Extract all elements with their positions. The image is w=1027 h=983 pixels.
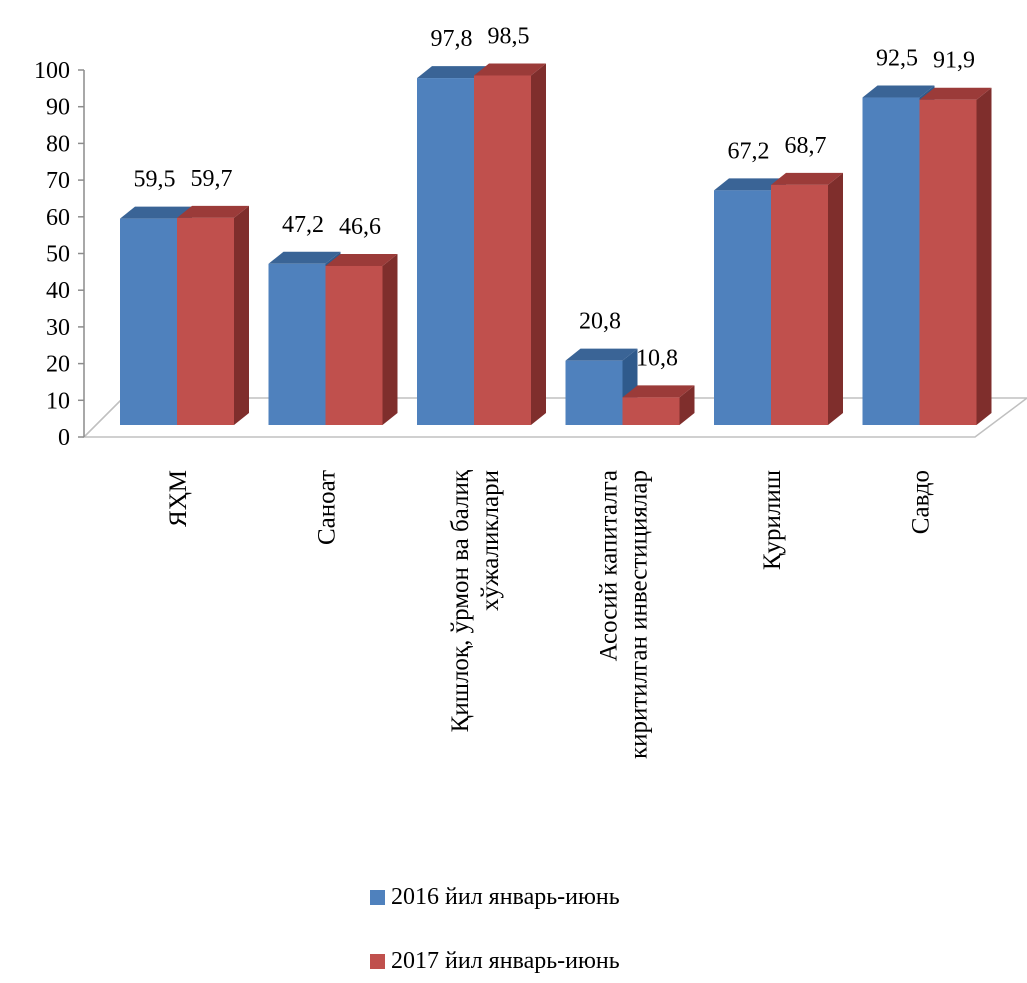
category-label: Савдо xyxy=(908,470,935,534)
bar-top xyxy=(177,205,249,218)
legend-label-2017: 2017 йил январь-июнь xyxy=(391,948,620,974)
bar-top xyxy=(474,63,546,76)
data-label: 59,5 xyxy=(134,167,176,193)
bar-side xyxy=(531,63,546,425)
legend-label-2016: 2016 йил январь-июнь xyxy=(391,884,620,910)
bar-top xyxy=(268,251,341,264)
bar xyxy=(919,87,992,426)
legend-item-2017: 2017 йил январь-июнь xyxy=(370,948,620,975)
category-label: Асосий капиталга xyxy=(596,470,623,661)
category-label: хўжаликлари xyxy=(477,470,504,611)
bar xyxy=(771,172,843,425)
bar-top xyxy=(862,85,935,98)
bar-front xyxy=(714,190,771,425)
bar-top xyxy=(565,348,638,361)
bars xyxy=(120,63,992,426)
y-tick-label: 50 xyxy=(46,242,70,268)
category-label: киритилган инвестициялар xyxy=(626,470,653,759)
bar-top xyxy=(714,178,786,191)
data-label: 92,5 xyxy=(876,46,918,72)
category-label: Саноат xyxy=(314,470,341,545)
bar-front xyxy=(771,184,828,425)
legend-swatch-2017 xyxy=(370,954,385,969)
bar-front xyxy=(268,263,326,425)
bar xyxy=(474,63,546,425)
bar-top xyxy=(919,87,992,100)
bar-top xyxy=(622,385,695,398)
y-tick-label: 10 xyxy=(46,388,70,414)
bar-top xyxy=(417,66,489,79)
data-label: 91,9 xyxy=(933,48,975,74)
bar-front xyxy=(622,397,680,425)
data-label: 20,8 xyxy=(579,309,621,335)
category-label: ЯҲМ xyxy=(165,470,192,527)
data-label: 97,8 xyxy=(431,26,473,52)
y-tick-label: 100 xyxy=(34,58,70,84)
data-label: 46,6 xyxy=(339,214,381,240)
bar-top xyxy=(120,206,192,219)
bar xyxy=(325,253,398,425)
bar-side xyxy=(828,172,843,425)
bar-front xyxy=(919,99,977,426)
bar-side xyxy=(976,87,992,426)
y-tick-label: 80 xyxy=(46,131,70,157)
bar-side xyxy=(382,253,398,425)
data-label: 98,5 xyxy=(488,24,530,50)
y-tick-label: 30 xyxy=(46,315,70,341)
bar-side xyxy=(234,205,249,425)
y-tick-label: 20 xyxy=(46,352,70,378)
bar-front xyxy=(417,78,474,425)
bar-front xyxy=(474,75,531,425)
y-tick-label: 70 xyxy=(46,168,70,194)
legend-swatch-2016 xyxy=(370,890,385,905)
bar-top xyxy=(771,172,843,185)
y-tick-label: 0 xyxy=(58,425,70,451)
category-label: Қишлоқ, ўрмон ва балиқ xyxy=(447,469,474,732)
bar-front xyxy=(862,97,920,426)
data-label: 10,8 xyxy=(636,345,678,371)
bar-front xyxy=(120,218,177,425)
bar-front xyxy=(177,217,234,425)
data-labels: 59,5 59,7 47,2 46,6 97,8 98,5 20,8 10,8 67,2 68,7… xyxy=(134,24,976,372)
category-labels: ЯҲМ Саноат Қишлоқ, ўрмон ва балиқ хўжаликла… xyxy=(165,469,935,759)
bar-side xyxy=(679,385,695,425)
bar-top xyxy=(325,253,398,266)
category-label: Қурилиш xyxy=(759,470,786,570)
bar xyxy=(177,205,249,425)
data-label: 47,2 xyxy=(282,212,324,238)
bar xyxy=(622,385,695,425)
bar-front xyxy=(565,360,623,425)
y-tick-label: 90 xyxy=(46,95,70,121)
data-label: 59,7 xyxy=(191,166,233,192)
bar-front xyxy=(325,265,383,425)
floor-edge xyxy=(83,397,124,438)
legend-item-2016: 2016 йил январь-июнь xyxy=(370,884,620,911)
y-tick-label: 60 xyxy=(46,205,70,231)
y-axis: 0 10 20 30 40 50 60 70 80 90 100 xyxy=(34,58,85,451)
data-label: 68,7 xyxy=(785,133,827,159)
y-tick-label: 40 xyxy=(46,278,70,304)
chart-floor xyxy=(82,397,1027,438)
data-label: 67,2 xyxy=(728,138,770,164)
